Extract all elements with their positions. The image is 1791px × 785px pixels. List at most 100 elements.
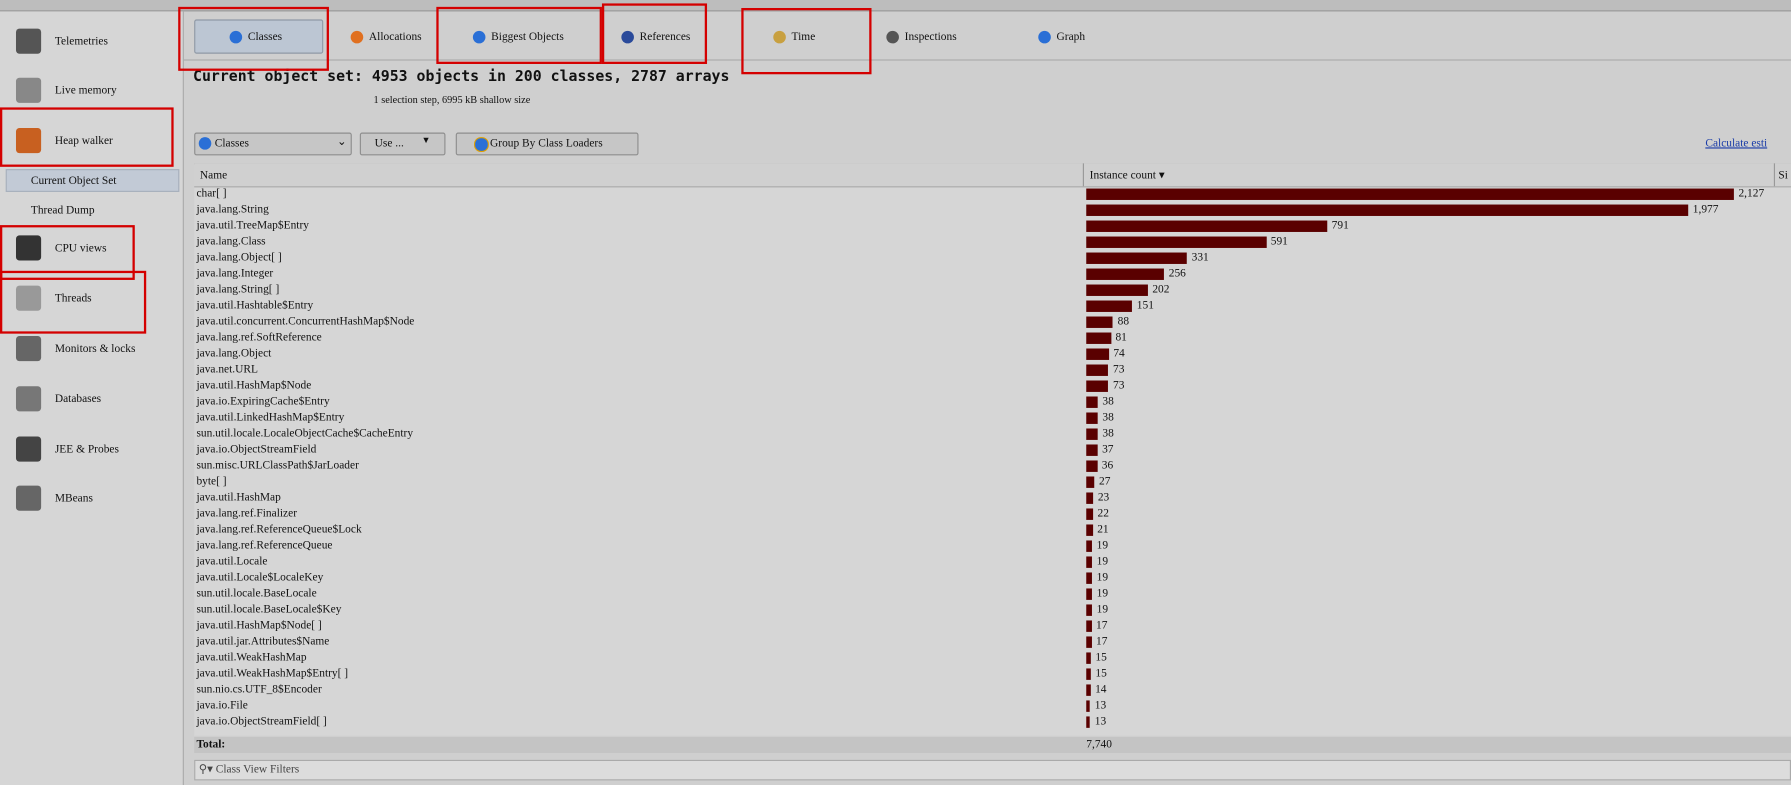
tab-icon <box>1038 30 1051 44</box>
selected-item <box>5 169 180 192</box>
tab[interactable]: Biggest Objects <box>491 30 564 44</box>
nav-icon <box>15 335 42 362</box>
row-name: java.util.WeakHashMap <box>196 651 307 664</box>
nav-icon <box>15 386 42 412</box>
col-header[interactable]: Si <box>1778 169 1788 182</box>
header-subtitle: 1 selection step, 6995 kB shallow size <box>373 93 531 106</box>
count-bar <box>1086 396 1098 408</box>
table-row[interactable]: java.lang.ref.ReferenceQueue$Lock 21 <box>194 522 1791 538</box>
count-bar <box>1086 604 1093 616</box>
table-row[interactable]: sun.nio.cs.UTF_8$Encoder 14 <box>194 682 1791 698</box>
table-row[interactable]: java.lang.Integer 256 <box>194 266 1791 282</box>
filter-label: ⚲▾ Class View Filters <box>198 763 300 776</box>
tab[interactable]: Graph <box>1056 30 1086 44</box>
nav-item[interactable]: Telemetries <box>54 35 108 48</box>
row-name: java.io.ExpiringCache$Entry <box>196 395 330 408</box>
count-bar <box>1086 588 1093 600</box>
table-row[interactable]: java.util.HashMap$Node[ ] 17 <box>194 618 1791 634</box>
table-row[interactable]: java.util.WeakHashMap$Entry[ ] 15 <box>194 666 1791 682</box>
table-row[interactable]: java.io.File 13 <box>194 698 1791 714</box>
tab[interactable]: References <box>639 30 691 44</box>
nav-item[interactable]: JEE & Probes <box>54 443 119 456</box>
annotation-box <box>436 6 602 64</box>
row-name: java.util.Locale$LocaleKey <box>196 571 324 584</box>
table-row[interactable]: java.util.Locale 19 <box>194 554 1791 570</box>
count-bar <box>1086 364 1109 376</box>
nav-item[interactable]: MBeans <box>54 492 93 506</box>
group-button[interactable] <box>455 132 639 156</box>
nav-subitem[interactable]: Thread Dump <box>30 204 95 218</box>
table-row[interactable]: java.util.TreeMap$Entry 791 <box>194 218 1791 234</box>
table-row[interactable]: java.io.ExpiringCache$Entry 38 <box>194 394 1791 410</box>
table-row[interactable]: java.lang.String[ ] 202 <box>194 282 1791 298</box>
count-bar <box>1086 380 1109 392</box>
table-row[interactable]: sun.misc.URLClassPath$JarLoader 36 <box>194 458 1791 474</box>
count-bar <box>1086 652 1091 664</box>
row-count: 19 <box>1096 539 1109 552</box>
table-row[interactable]: java.lang.Object[ ] 331 <box>194 250 1791 266</box>
use-button[interactable] <box>359 132 446 156</box>
table-row[interactable]: sun.util.locale.BaseLocale$Key 19 <box>194 602 1791 618</box>
count-bar <box>1086 460 1098 472</box>
count-bar <box>1086 428 1098 440</box>
nav-item[interactable]: Threads <box>54 292 92 306</box>
table-row[interactable]: java.net.URL 73 <box>194 362 1791 378</box>
table-row[interactable]: java.util.Locale$LocaleKey 19 <box>194 570 1791 586</box>
tab[interactable]: Classes <box>247 30 283 44</box>
table-row[interactable]: byte[ ] 27 <box>194 474 1791 490</box>
table-row[interactable]: java.lang.ref.ReferenceQueue 19 <box>194 538 1791 554</box>
nav-icon <box>15 127 42 154</box>
row-name: java.util.TreeMap$Entry <box>196 219 309 232</box>
tab-icon <box>472 30 486 44</box>
view-dropdown[interactable] <box>194 132 352 156</box>
table-row[interactable]: java.util.concurrent.ConcurrentHashMap$N… <box>194 314 1791 330</box>
nav-item[interactable]: Monitors & locks <box>54 342 136 356</box>
filter-box[interactable] <box>194 759 1791 781</box>
table-row[interactable]: java.lang.Object 74 <box>194 346 1791 362</box>
table <box>194 163 1791 736</box>
table-row[interactable]: sun.util.locale.BaseLocale 19 <box>194 586 1791 602</box>
table-row[interactable]: java.util.LinkedHashMap$Entry 38 <box>194 410 1791 426</box>
row-count: 202 <box>1152 283 1170 296</box>
tab-selected <box>194 19 324 54</box>
nav-subitem[interactable]: Current Object Set <box>30 174 117 188</box>
nav-icon <box>15 28 42 54</box>
table-row[interactable]: java.lang.ref.Finalizer 22 <box>194 506 1791 522</box>
count-bar <box>1086 556 1093 568</box>
table-row[interactable]: java.util.jar.Attributes$Name 17 <box>194 634 1791 650</box>
table-row[interactable]: sun.util.locale.LocaleObjectCache$CacheE… <box>194 426 1791 442</box>
row-name: sun.misc.URLClassPath$JarLoader <box>196 459 359 472</box>
table-row[interactable]: java.lang.String 1,977 <box>194 202 1791 218</box>
count-bar <box>1086 572 1093 584</box>
nav-item[interactable]: Heap walker <box>54 134 113 148</box>
nav-item[interactable]: Live memory <box>54 84 117 98</box>
table-row[interactable]: java.lang.Class 591 <box>194 234 1791 250</box>
nav-item[interactable]: CPU views <box>54 242 107 255</box>
table-row[interactable]: java.util.HashMap 23 <box>194 490 1791 506</box>
table-row[interactable]: java.util.WeakHashMap 15 <box>194 650 1791 666</box>
tab[interactable]: Time <box>791 30 816 44</box>
row-name: java.util.HashMap$Node[ ] <box>196 619 322 632</box>
row-count: 23 <box>1097 491 1110 504</box>
table-row[interactable]: java.lang.ref.SoftReference 81 <box>194 330 1791 346</box>
row-count: 14 <box>1095 683 1107 696</box>
calculate-link[interactable]: Calculate esti <box>1705 137 1768 150</box>
table-row[interactable]: java.io.ObjectStreamField 37 <box>194 442 1791 458</box>
table-row[interactable]: char[ ] 2,127 <box>194 186 1791 202</box>
table-row[interactable]: java.io.ObjectStreamField[ ] 13 <box>194 714 1791 730</box>
table-row[interactable]: java.util.HashMap$Node 73 <box>194 378 1791 394</box>
tab[interactable]: Inspections <box>904 30 957 44</box>
total-label: Total: <box>196 738 226 751</box>
dropdown-arrow: ▼ <box>421 134 431 146</box>
row-count: 38 <box>1102 395 1114 408</box>
col-header[interactable]: Instance count ▾ <box>1089 169 1165 182</box>
col-header[interactable]: Name <box>199 169 228 182</box>
table-row[interactable]: java.util.Hashtable$Entry 151 <box>194 298 1791 314</box>
nav-icon <box>15 285 42 311</box>
count-bar <box>1086 316 1114 328</box>
row-name: java.lang.ref.ReferenceQueue$Lock <box>196 523 362 536</box>
top-strip <box>0 0 1791 12</box>
tab[interactable]: Allocations <box>368 30 422 44</box>
nav-item[interactable]: Databases <box>54 393 102 406</box>
filter-text: Class View Filters <box>215 763 300 776</box>
